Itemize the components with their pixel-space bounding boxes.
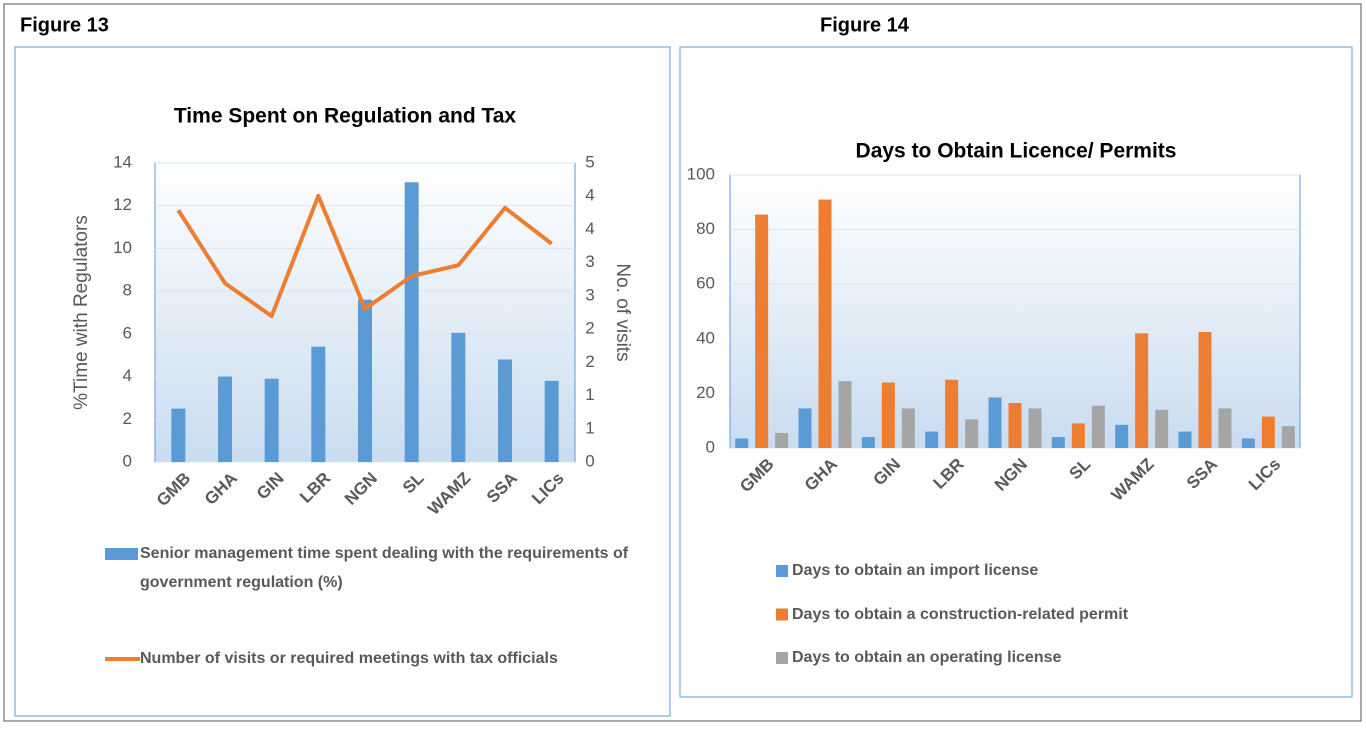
bar bbox=[264, 378, 279, 462]
legend-label: Days to obtain an import license bbox=[792, 562, 1039, 579]
y2-tick-label: 3 bbox=[585, 252, 594, 271]
legend-swatch bbox=[776, 652, 788, 664]
figure-label: Figure 13 bbox=[20, 14, 109, 36]
y-tick-label: 10 bbox=[113, 238, 132, 257]
y2-tick-label: 1 bbox=[585, 418, 594, 437]
line bbox=[176, 193, 553, 319]
chart-title: Days to Obtain Licence/ Permits bbox=[856, 140, 1177, 163]
legend-swatch bbox=[776, 608, 788, 621]
bar bbox=[451, 332, 466, 462]
bar bbox=[218, 376, 232, 462]
bar bbox=[945, 379, 959, 448]
legend-label: Senior management time spent dealing wit… bbox=[140, 545, 629, 591]
bar bbox=[1051, 437, 1065, 448]
legend-label: Days to obtain a construction-related pe… bbox=[792, 605, 1129, 623]
bar bbox=[1281, 426, 1295, 448]
y-tick-label: 100 bbox=[687, 164, 715, 183]
bar bbox=[881, 382, 895, 448]
y2-tick-label: 0 bbox=[585, 451, 594, 470]
bar bbox=[965, 419, 979, 448]
y-tick-label: 0 bbox=[123, 451, 132, 470]
bar bbox=[1261, 416, 1275, 448]
bar bbox=[755, 214, 769, 448]
bar bbox=[818, 199, 832, 448]
legend-box: Number of visits or required meetings wi… bbox=[140, 650, 558, 667]
y-tick-label: 40 bbox=[696, 328, 715, 347]
chart: Days to Obtain Licence/ Permits 0 20 40 60 80… bbox=[687, 140, 1301, 666]
bar bbox=[1178, 431, 1192, 448]
legend-swatch bbox=[776, 565, 788, 577]
bar bbox=[861, 437, 875, 448]
bar bbox=[498, 359, 512, 462]
bar bbox=[925, 431, 939, 448]
y-tick-label: 60 bbox=[696, 274, 715, 293]
y-axis-label: %Time with Regulators bbox=[71, 215, 92, 410]
y2-axis-label: No. of visits bbox=[612, 263, 633, 361]
legend-box: Days to obtain a construction-related pe… bbox=[792, 605, 1129, 623]
y-tick-label: 0 bbox=[706, 437, 715, 456]
legend-label: Days to obtain an operating license bbox=[792, 649, 1062, 666]
chart-title: Time Spent on Regulation and Tax bbox=[174, 105, 517, 128]
y2-tick-label: 1 bbox=[585, 385, 594, 404]
legend-swatch bbox=[105, 548, 138, 560]
y-tick-label: 20 bbox=[696, 383, 715, 402]
y-tick-label: 14 bbox=[113, 152, 132, 171]
bar bbox=[1198, 331, 1212, 448]
y2-tick-label: 3 bbox=[585, 285, 594, 304]
bar bbox=[1091, 405, 1105, 448]
y2-tick-label: 2 bbox=[585, 352, 594, 371]
legend-label: Number of visits or required meetings wi… bbox=[140, 650, 558, 667]
y-tick-label: 6 bbox=[123, 323, 132, 342]
bar bbox=[544, 380, 559, 462]
bar bbox=[1155, 409, 1169, 448]
legend-box: Days to obtain an operating license bbox=[792, 649, 1062, 666]
bar bbox=[775, 432, 789, 448]
bar bbox=[901, 408, 915, 448]
y2-tick-label: 4 bbox=[585, 186, 594, 205]
figure-label: Figure 14 bbox=[820, 14, 910, 36]
y-tick-label: 4 bbox=[123, 366, 132, 385]
y-tick-label: 2 bbox=[123, 409, 132, 428]
bar bbox=[1218, 408, 1232, 448]
chart: Time Spent on Regulation and Tax02468101… bbox=[71, 105, 633, 667]
bar bbox=[1241, 438, 1255, 448]
bar bbox=[735, 438, 749, 448]
bar bbox=[171, 408, 186, 462]
legend-box: Days to obtain an import license bbox=[792, 562, 1039, 579]
y2-tick-label: 4 bbox=[585, 219, 594, 238]
bar bbox=[1071, 423, 1085, 448]
bar bbox=[838, 381, 852, 448]
bar bbox=[798, 408, 812, 448]
bar bbox=[1135, 333, 1149, 448]
bar bbox=[1028, 408, 1042, 448]
y-tick-label: 80 bbox=[696, 219, 715, 238]
y-tick-label: 12 bbox=[113, 195, 132, 214]
page-border bbox=[3, 3, 1362, 722]
y2-tick-label: 5 bbox=[585, 152, 594, 171]
bar bbox=[988, 397, 1002, 448]
bar bbox=[1115, 424, 1129, 448]
bar bbox=[404, 182, 419, 462]
bar bbox=[311, 346, 326, 462]
y-tick-label: 8 bbox=[123, 281, 132, 300]
legend-box: Senior management time spent dealing wit… bbox=[140, 545, 629, 591]
bar bbox=[358, 299, 372, 462]
bar bbox=[1008, 402, 1022, 448]
y2-tick-label: 2 bbox=[585, 319, 594, 338]
